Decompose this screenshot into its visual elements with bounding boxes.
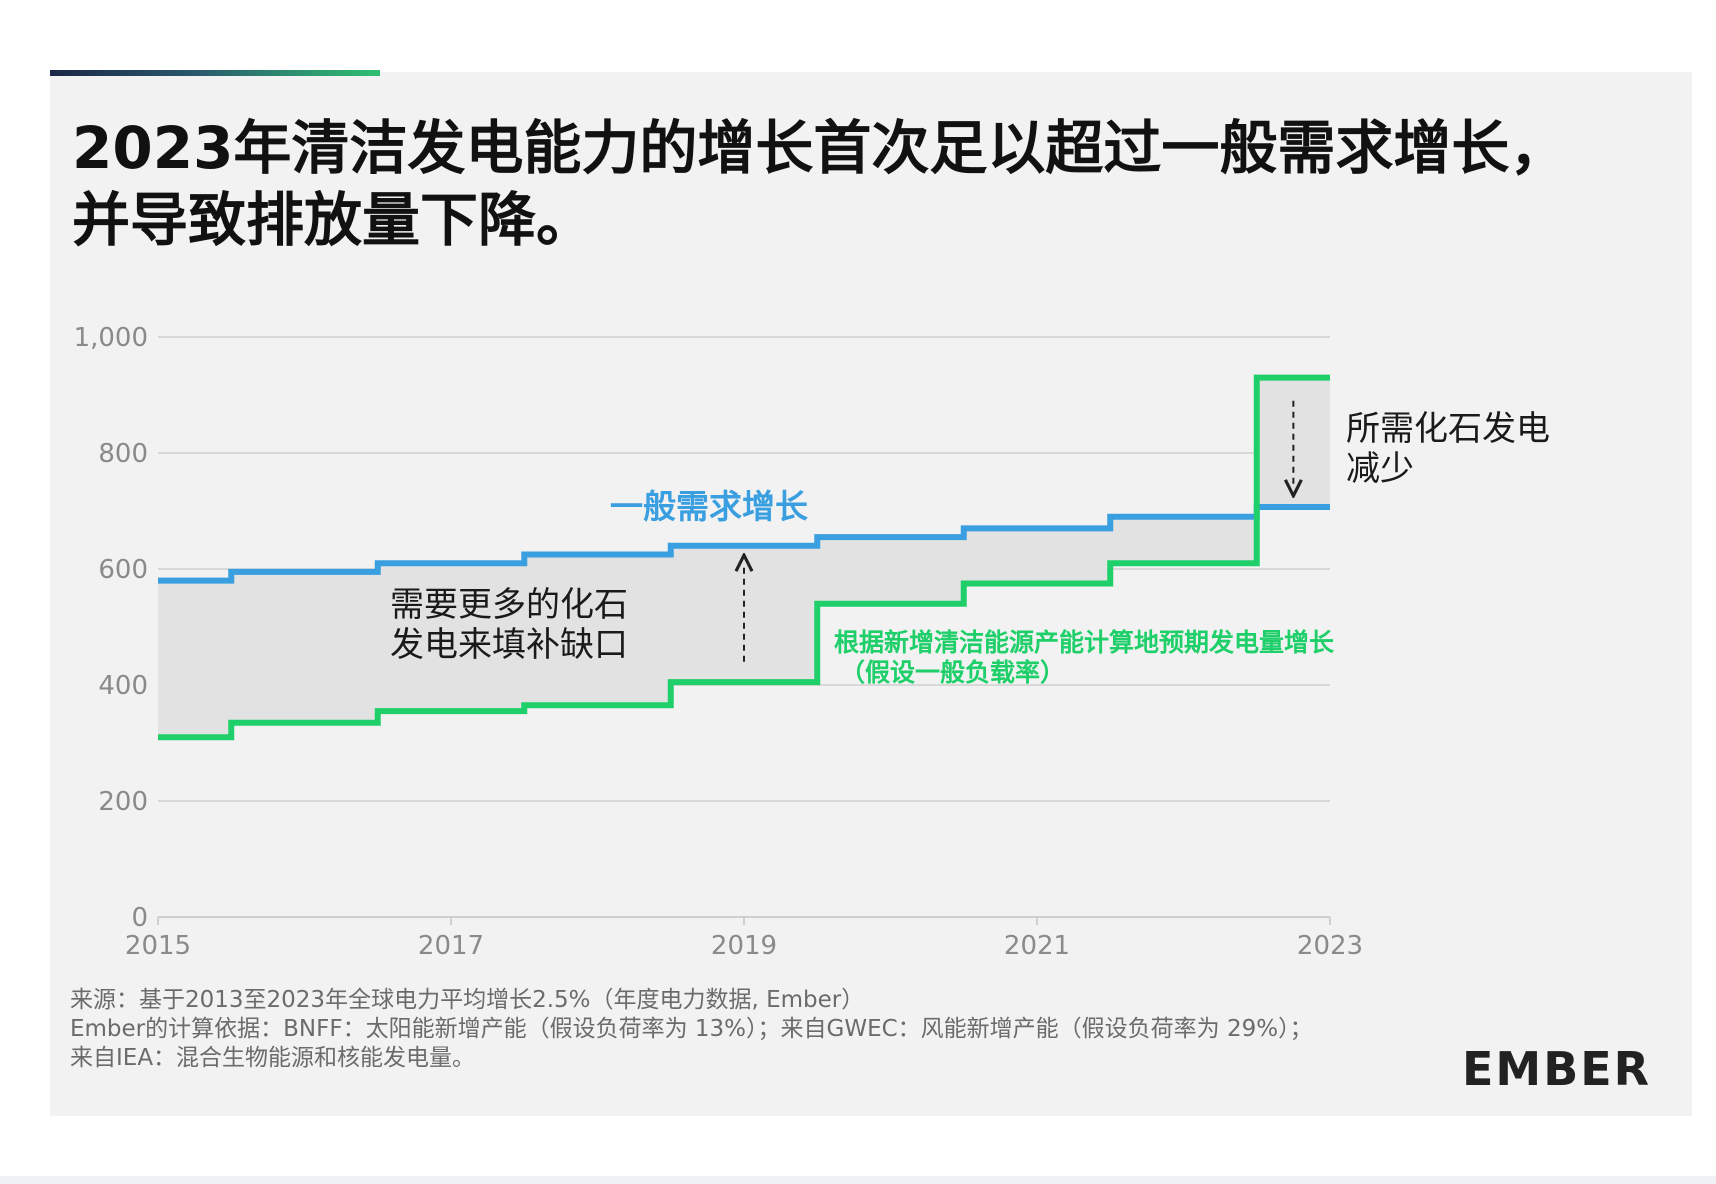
chart-title-line-2: 并导致排放量下降。 (72, 186, 595, 254)
gap-annotation-line-2: 发电来填补缺口 (390, 625, 628, 665)
reduction-annotation-line-2: 减少 (1346, 449, 1414, 489)
source-note: 来源：基于2013至2023年全球电力平均增长2.5%（年度电力数据, Embe… (70, 986, 1470, 1073)
x-tick-label-2017: 2017 (418, 931, 484, 961)
y-tick-label-200: 200 (98, 787, 148, 817)
gap-area (158, 516, 1257, 738)
y-tick-label-400: 400 (98, 671, 148, 701)
chart-title-line-1: 2023年清洁发电能力的增长首次足以超过一般需求增长， (72, 114, 1568, 182)
y-tick-label-800: 800 (98, 439, 148, 469)
reduction-annotation-line-1: 所需化石发电 (1346, 409, 1550, 449)
step-line-chart: 0 200 400 600 800 1,000 2015 2017 2019 2021 2023 一般… (74, 323, 1550, 961)
y-tick-label-1000: 1,000 (74, 323, 148, 353)
clean-series-label: 根据新增清洁能源产能计算地预期发电量增长 (834, 628, 1335, 657)
source-line-2: Ember的计算依据：BNFF：太阳能新增产能（假设负荷率为 13%）；来自GW… (70, 1016, 1313, 1042)
x-tick-label-2015: 2015 (125, 931, 191, 961)
x-tick-label-2023: 2023 (1297, 931, 1363, 961)
reduction-area (1256, 377, 1330, 507)
clean-series-label-line-2: （假设一般负载率） (840, 658, 1065, 687)
gap-annotation-line-1: 需要更多的化石 (390, 585, 628, 625)
x-tick-label-2019: 2019 (711, 931, 777, 961)
bottom-strip (0, 1176, 1716, 1184)
source-line-1: 来源：基于2013至2023年全球电力平均增长2.5%（年度电力数据, Embe… (70, 987, 865, 1013)
x-tick-label-2021: 2021 (1004, 931, 1070, 961)
y-tick-label-0: 0 (131, 903, 148, 933)
ember-logo: EMBER (1462, 1042, 1652, 1096)
demand-series-line (158, 503, 1330, 584)
y-tick-label-600: 600 (98, 555, 148, 585)
clean-series-line (158, 374, 1330, 741)
source-line-3: 来自IEA：混合生物能源和核能发电量。 (70, 1045, 476, 1071)
chart-title: 2023年清洁发电能力的增长首次足以超过一般需求增长， 并导致排放量下降。 (72, 112, 1632, 256)
demand-series-label: 一般需求增长 (610, 487, 808, 526)
accent-bar (50, 70, 380, 76)
